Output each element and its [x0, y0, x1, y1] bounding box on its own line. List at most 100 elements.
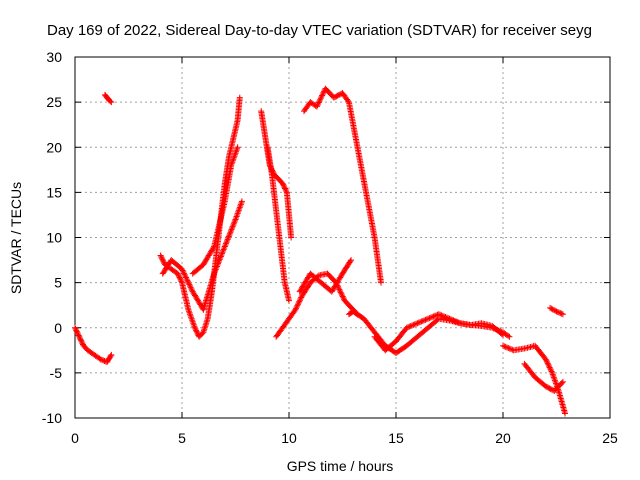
x-tick-labels: 0 5 10 15 20 25 [71, 430, 618, 446]
data-point [282, 186, 289, 193]
data-point [281, 184, 288, 191]
y-tick-label: 10 [46, 230, 62, 246]
data-point [409, 322, 416, 329]
data-point [548, 305, 555, 312]
data-point [421, 317, 428, 324]
data-point [547, 367, 554, 374]
data-point [279, 180, 286, 187]
data-point [417, 319, 424, 326]
data-point [236, 94, 243, 101]
data-point [108, 351, 115, 358]
y-axis-label: SDTVAR / TECUs [8, 182, 24, 294]
x-tick-label: 15 [388, 430, 404, 446]
data-point [283, 188, 290, 195]
data-point [445, 315, 452, 322]
data-point [319, 91, 326, 98]
data-point [212, 267, 219, 274]
data-point [422, 316, 429, 323]
data-point [433, 312, 440, 319]
data-point [505, 332, 512, 339]
series-trace-9 [296, 257, 355, 295]
y-tick-labels: -10 -5 0 5 10 15 20 25 30 [42, 49, 62, 426]
data-point [222, 240, 229, 247]
y-tick-label: 0 [54, 320, 62, 336]
data-point [544, 359, 551, 366]
data-point [191, 324, 198, 331]
data-point [429, 314, 436, 321]
x-tick-label: 10 [281, 430, 297, 446]
data-point [294, 301, 301, 308]
data-point [193, 328, 200, 335]
data-point [79, 340, 86, 347]
data-point [238, 198, 245, 205]
data-point [501, 343, 508, 350]
data-point [296, 297, 303, 304]
data-point [158, 253, 165, 260]
data-point [542, 356, 549, 363]
data-point [221, 244, 228, 251]
data-point [76, 335, 83, 342]
data-point [451, 317, 458, 324]
data-point [234, 144, 241, 151]
data-point [296, 298, 303, 305]
data-point [77, 336, 84, 343]
data-point [550, 307, 557, 314]
data-point [219, 249, 226, 256]
data-point [185, 278, 192, 285]
data-point [97, 356, 104, 363]
data-point [220, 246, 227, 253]
series-trace-1 [72, 324, 115, 366]
data-point [108, 99, 115, 106]
data-point [78, 337, 85, 344]
data-point [222, 242, 229, 249]
data-point [453, 318, 460, 325]
data-point [223, 239, 230, 246]
data-point [228, 226, 235, 233]
data-point [73, 328, 80, 335]
data-point [446, 315, 453, 322]
data-point [319, 92, 326, 99]
data-point [187, 283, 194, 290]
data-point [280, 181, 287, 188]
data-point [218, 250, 225, 257]
data-point [405, 324, 412, 331]
data-point [188, 285, 195, 292]
data-point [179, 266, 185, 273]
data-point [411, 321, 418, 328]
data-point [180, 268, 187, 275]
data-point [562, 410, 569, 417]
data-point [186, 281, 193, 288]
data-point [419, 317, 426, 324]
x-axis-label: GPS time / hours [287, 458, 394, 474]
data-point [314, 102, 321, 109]
data-point [500, 342, 506, 349]
data-point [76, 333, 83, 340]
y-tick-label: 5 [54, 275, 62, 291]
data-point [229, 223, 236, 230]
x-tick-label: 20 [495, 430, 511, 446]
data-point [192, 326, 199, 333]
y-tick-label: 15 [46, 184, 62, 200]
y-tick-label: -5 [50, 365, 63, 381]
data-point [182, 273, 189, 280]
data-point [554, 309, 561, 316]
y-tick-label: 25 [46, 94, 62, 110]
data-point [226, 230, 233, 237]
data-point [175, 271, 182, 278]
data-point [179, 267, 186, 274]
data-point [216, 257, 223, 264]
data-point [430, 313, 437, 320]
series-trace-12 [371, 311, 506, 354]
data-point [159, 256, 166, 263]
data-point [410, 321, 417, 328]
series-trace-13 [500, 342, 569, 417]
data-point [552, 307, 559, 314]
data-point [226, 232, 233, 239]
data-point [230, 222, 237, 229]
data-point [210, 244, 217, 251]
data-point [447, 316, 454, 323]
data-point [546, 363, 553, 370]
data-point [427, 314, 434, 321]
data-point [72, 326, 79, 333]
data-point [293, 305, 300, 312]
